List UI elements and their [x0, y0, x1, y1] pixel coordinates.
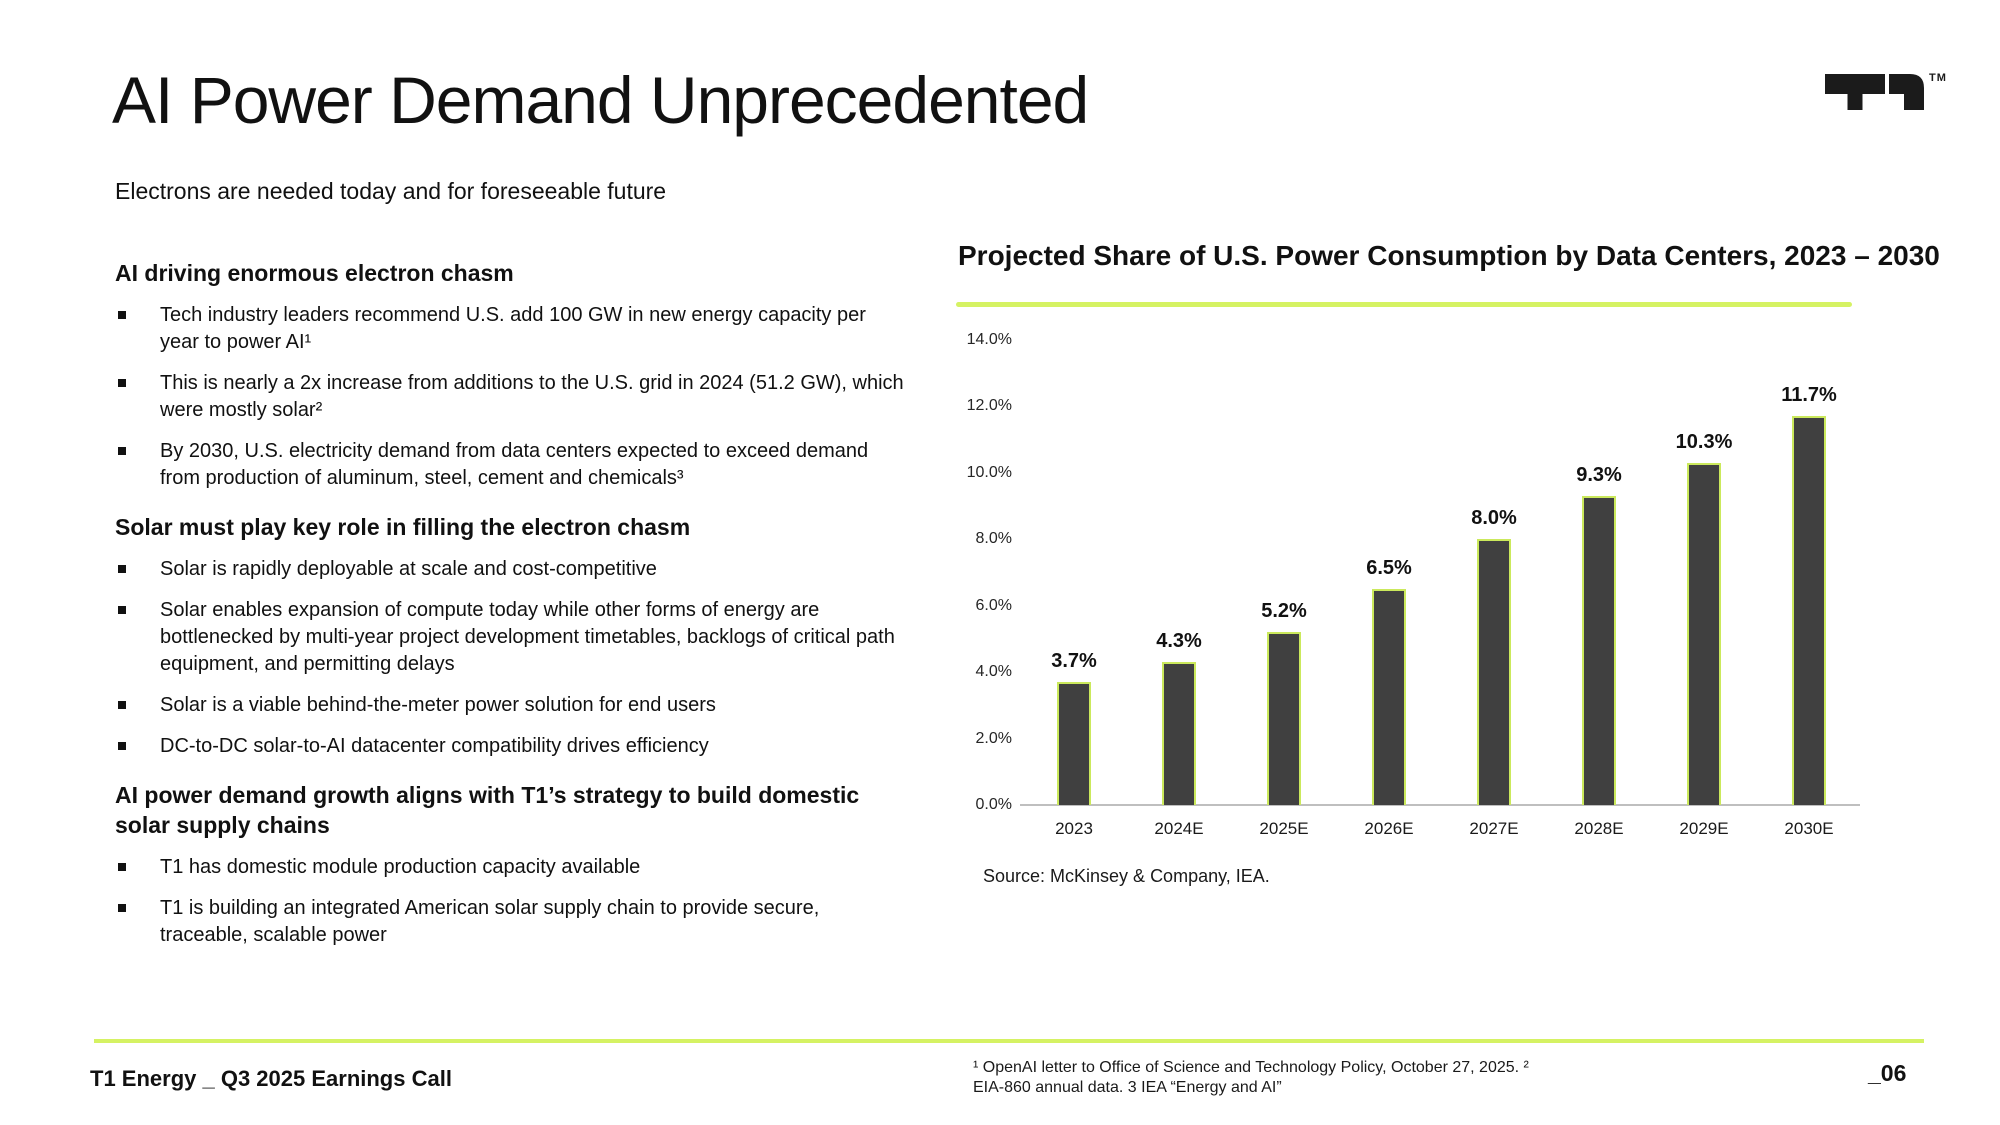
bar-2030E: [1792, 416, 1826, 805]
t1-logo-icon: [1825, 74, 1955, 110]
bullet-square-icon: [118, 701, 126, 709]
chart-plot: 0.0% 2.0% 4.0% 6.0% 8.0% 10.0% 12.0% 14.0% 3.7% 2…: [956, 240, 1860, 900]
bullet-square-icon: [118, 565, 126, 573]
list-item: By 2030, U.S. electricity demand from da…: [115, 438, 905, 492]
page-title: AI Power Demand Unprecedented: [112, 63, 1089, 137]
bullet-square-icon: [118, 379, 126, 387]
footer-accent-rule: [94, 1039, 1924, 1043]
bullet-square-icon: [118, 904, 126, 912]
bullet-square-icon: [118, 311, 126, 319]
list-item: DC-to-DC solar-to-AI datacenter compatib…: [115, 733, 905, 760]
bullet-text: T1 is building an integrated American so…: [160, 897, 820, 946]
x-axis-tick-label: 2029E: [1679, 819, 1729, 838]
bullet-square-icon: [118, 742, 126, 750]
list-item: Solar is rapidly deployable at scale and…: [115, 556, 905, 583]
section-heading: AI driving enormous electron chasm: [115, 260, 514, 286]
x-axis-line: [1020, 804, 1860, 806]
list-item: This is nearly a 2x increase from additi…: [115, 370, 905, 424]
bar-2027E: [1477, 539, 1511, 805]
bar-2024E: [1162, 662, 1196, 805]
y-axis-tick-label: 8.0%: [975, 530, 1012, 548]
x-axis-tick-label: 2030E: [1784, 819, 1834, 838]
y-axis-tick-label: 6.0%: [975, 596, 1012, 614]
list-item: Solar enables expansion of compute today…: [115, 597, 905, 678]
footnote-line: ¹ OpenAI letter to Office of Science and…: [973, 1059, 1529, 1076]
footer-deck-title: T1 Energy _ Q3 2025 Earnings Call: [90, 1066, 452, 1091]
bar-value-label: 3.7%: [1051, 650, 1097, 672]
x-axis-tick-label: 2023: [1055, 819, 1093, 838]
key-points-panel: AI driving enormous electron chasm Tech …: [115, 258, 915, 963]
bullet-text: DC-to-DC solar-to-AI datacenter compatib…: [160, 735, 709, 757]
list-item: T1 is building an integrated American so…: [115, 895, 905, 949]
bullet-square-icon: [118, 447, 126, 455]
bar-value-label: 11.7%: [1781, 384, 1837, 406]
section-heading: Solar must play key role in filling the …: [115, 514, 691, 540]
bar-value-label: 9.3%: [1576, 464, 1622, 486]
bar-value-label: 4.3%: [1156, 630, 1202, 652]
section-heading: AI power demand growth aligns with T1’s …: [115, 782, 860, 838]
y-axis-tick-label: 12.0%: [966, 397, 1012, 415]
bullet-text: T1 has domestic module production capaci…: [160, 856, 641, 878]
bullet-text: By 2030, U.S. electricity demand from da…: [160, 440, 869, 489]
page-subtitle: Electrons are needed today and for fores…: [115, 178, 667, 204]
bullet-square-icon: [118, 606, 126, 614]
bar-2028E: [1582, 496, 1616, 805]
bullet-text: Solar is a viable behind-the-meter power…: [160, 694, 716, 716]
y-axis-tick-label: 0.0%: [975, 796, 1012, 813]
y-axis-tick-label: 10.0%: [966, 463, 1012, 481]
x-axis-tick-label: 2028E: [1574, 819, 1624, 838]
bar-chart: Projected Share of U.S. Power Consumptio…: [956, 240, 1940, 900]
bar-2023: [1057, 682, 1091, 805]
chart-accent-rule: [956, 302, 1852, 307]
list-item: T1 has domestic module production capaci…: [115, 854, 905, 881]
bullet-text: Tech industry leaders recommend U.S. add…: [160, 304, 866, 353]
bullet-text: This is nearly a 2x increase from additi…: [160, 372, 904, 421]
chart-title: Projected Share of U.S. Power Consumptio…: [958, 240, 1940, 271]
list-item: Tech industry leaders recommend U.S. add…: [115, 302, 905, 356]
x-axis-tick-label: 2027E: [1469, 819, 1519, 838]
trademark-label: TM: [1929, 72, 1947, 84]
bullet-text: Solar is rapidly deployable at scale and…: [160, 558, 657, 580]
bar-value-label: 6.5%: [1366, 557, 1412, 579]
bar-value-label: 8.0%: [1471, 507, 1517, 529]
bullet-text: Solar enables expansion of compute today…: [160, 599, 895, 675]
bar-2026E: [1372, 589, 1406, 805]
bar-2025E: [1267, 632, 1301, 805]
chart-source: Source: McKinsey & Company, IEA.: [983, 866, 1270, 886]
bullet-square-icon: [118, 863, 126, 871]
y-axis-tick-label: 2.0%: [975, 729, 1012, 747]
list-item: Solar is a viable behind-the-meter power…: [115, 692, 905, 719]
t1-logo: TM: [1825, 72, 1955, 114]
bar-value-label: 5.2%: [1261, 600, 1307, 622]
footer-footnotes: ¹ OpenAI letter to Office of Science and…: [973, 1058, 1593, 1098]
x-axis-tick-label: 2024E: [1154, 819, 1204, 838]
footnote-line: EIA-860 annual data. 3 IEA “Energy and A…: [973, 1079, 1282, 1096]
bar-value-label: 10.3%: [1675, 431, 1733, 453]
x-axis-tick-label: 2025E: [1259, 819, 1309, 838]
y-axis-tick-label: 4.0%: [975, 663, 1012, 681]
page-number: _06: [1868, 1060, 1907, 1086]
bar-2029E: [1687, 463, 1721, 805]
x-axis-tick-label: 2026E: [1364, 819, 1414, 838]
y-axis-tick-label: 14.0%: [966, 331, 1012, 348]
